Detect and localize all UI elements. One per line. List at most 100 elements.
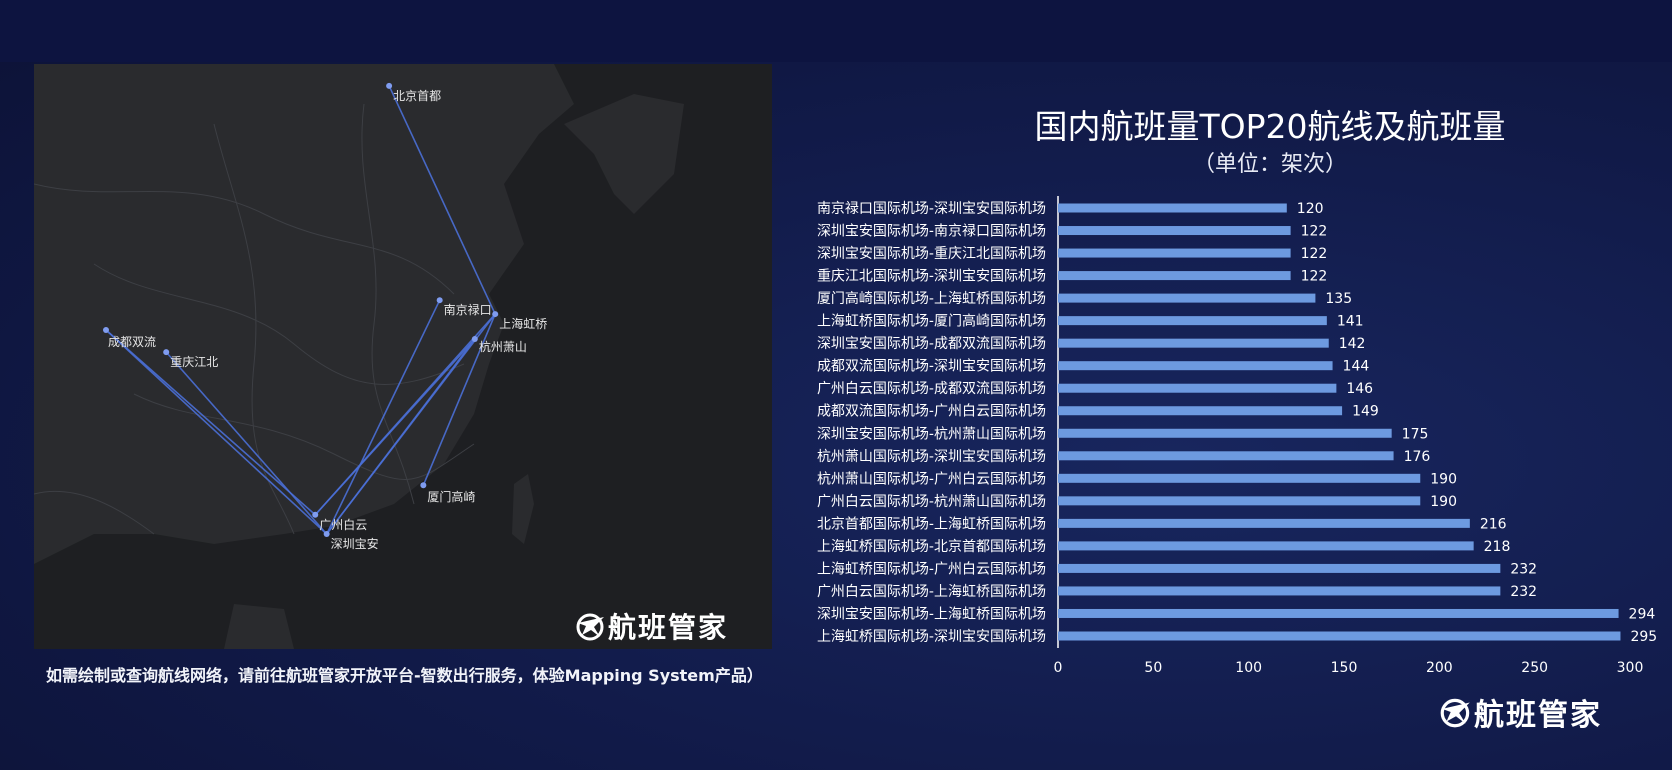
city-node: [312, 511, 319, 518]
province-border: [34, 490, 155, 535]
data-label: 122: [1301, 224, 1328, 240]
city-label: 杭州萧山: [479, 339, 527, 354]
footnote: 如需绘制或查询航线网络，请前往航班管家开放平台-智数出行服务，体验Mapping…: [46, 666, 763, 685]
category-label: 深圳宝安国际机场-重庆江北国际机场: [817, 246, 1046, 262]
data-label: 190: [1430, 494, 1457, 510]
category-label: 杭州萧山国际机场-广州白云国际机场: [817, 471, 1046, 487]
bar: [1058, 383, 1337, 393]
data-label: 218: [1484, 539, 1511, 555]
data-label: 232: [1510, 561, 1537, 577]
data-label: 216: [1480, 516, 1507, 532]
data-label: 142: [1339, 336, 1366, 352]
data-label: 122: [1301, 246, 1328, 262]
data-label: 294: [1629, 606, 1656, 622]
map-brand-logo: 航班管家: [574, 606, 728, 646]
bar: [1058, 451, 1394, 461]
brand-name: 航班管家: [608, 611, 729, 644]
x-tick-label: 150: [1331, 660, 1358, 676]
bar: [1058, 586, 1501, 596]
data-label: 122: [1301, 269, 1328, 285]
route-line: [325, 299, 441, 535]
city-label: 北京首都: [393, 89, 441, 103]
city-label: 深圳宝安: [331, 536, 379, 551]
category-label: 厦门高崎国际机场-上海虹桥国际机场: [817, 290, 1046, 307]
data-label: 144: [1343, 359, 1370, 375]
category-label: 杭州萧山国际机场-深圳宝安国际机场: [817, 449, 1046, 465]
brand-name: 航班管家: [1474, 698, 1602, 733]
category-label: 上海虹桥国际机场-厦门高崎国际机场: [817, 313, 1046, 330]
data-label: 295: [1630, 629, 1657, 645]
category-label: 上海虹桥国际机场-深圳宝安国际机场: [817, 629, 1046, 645]
city-node: [386, 82, 393, 89]
city-label: 南京禄口: [444, 302, 492, 317]
category-label: 深圳宝安国际机场-成都双流国际机场: [817, 336, 1046, 352]
city-label: 上海虹桥: [499, 316, 547, 331]
data-label: 135: [1325, 291, 1352, 307]
plane-globe-icon: [1440, 698, 1470, 728]
bar: [1058, 248, 1291, 258]
chart-title: 国内航班量TOP20航线及航班量: [1034, 107, 1506, 146]
city-label: 成都双流: [108, 335, 156, 349]
data-label: 232: [1510, 584, 1537, 600]
bar: [1058, 203, 1287, 213]
route-line: [165, 351, 328, 535]
city-node: [471, 335, 478, 342]
category-label: 广州白云国际机场-上海虹桥国际机场: [817, 584, 1046, 600]
data-label: 176: [1404, 449, 1431, 465]
bar: [1058, 406, 1343, 416]
data-label: 146: [1346, 381, 1373, 397]
bar: [1058, 226, 1291, 236]
chart-subtitle: （单位：架次）: [1192, 152, 1347, 177]
hainan-island: [224, 604, 294, 649]
data-label: 175: [1402, 426, 1429, 442]
bar: [1058, 473, 1421, 483]
bar: [1058, 316, 1327, 326]
city-node: [103, 327, 109, 333]
city-node: [163, 349, 170, 356]
category-label: 深圳宝安国际机场-上海虹桥国际机场: [817, 606, 1046, 622]
province-border: [34, 183, 455, 295]
bar: [1058, 361, 1333, 371]
bar: [1058, 518, 1470, 528]
category-label: 深圳宝安国际机场-杭州萧山国际机场: [817, 426, 1046, 442]
bar: [1058, 293, 1316, 303]
x-tick-label: 300: [1617, 660, 1644, 676]
data-label: 149: [1352, 404, 1379, 420]
data-label: 190: [1430, 471, 1457, 487]
data-label: 141: [1337, 314, 1364, 330]
x-tick-label: 0: [1054, 660, 1063, 676]
route-line: [105, 329, 316, 516]
bar: [1058, 271, 1291, 281]
x-tick-label: 250: [1521, 660, 1548, 676]
bar: [1058, 608, 1619, 618]
bar: [1058, 496, 1421, 506]
category-label: 上海虹桥国际机场-北京首都国际机场: [817, 539, 1046, 555]
route-line: [105, 329, 328, 535]
city-label: 广州白云: [319, 517, 367, 532]
bar: [1058, 541, 1474, 551]
city-node: [492, 311, 499, 318]
bar: [1058, 563, 1501, 573]
top-band: [0, 0, 1672, 62]
route-line: [388, 85, 496, 315]
city-label: 厦门高崎: [427, 489, 475, 504]
data-label: 120: [1297, 201, 1324, 217]
category-label: 南京禄口国际机场-深圳宝安国际机场: [817, 201, 1046, 217]
province-border: [133, 393, 475, 480]
city-label: 重庆江北: [170, 355, 218, 369]
route-line: [314, 338, 476, 516]
korean-peninsula: [564, 94, 684, 214]
category-label: 上海虹桥国际机场-广州白云国际机场: [817, 561, 1046, 577]
x-tick-label: 200: [1426, 660, 1453, 676]
plane-globe-icon: [576, 613, 604, 641]
bar: [1058, 631, 1621, 641]
corner-brand-logo: 航班管家: [1438, 690, 1602, 734]
mainland: [34, 64, 574, 564]
route-line: [326, 338, 476, 535]
x-tick-label: 100: [1235, 660, 1262, 676]
route-line: [422, 313, 496, 486]
category-label: 广州白云国际机场-成都双流国际机场: [817, 381, 1046, 397]
province-border: [213, 123, 295, 535]
category-label: 广州白云国际机场-杭州萧山国际机场: [817, 494, 1046, 510]
category-label: 北京首都国际机场-上海虹桥国际机场: [817, 516, 1046, 532]
